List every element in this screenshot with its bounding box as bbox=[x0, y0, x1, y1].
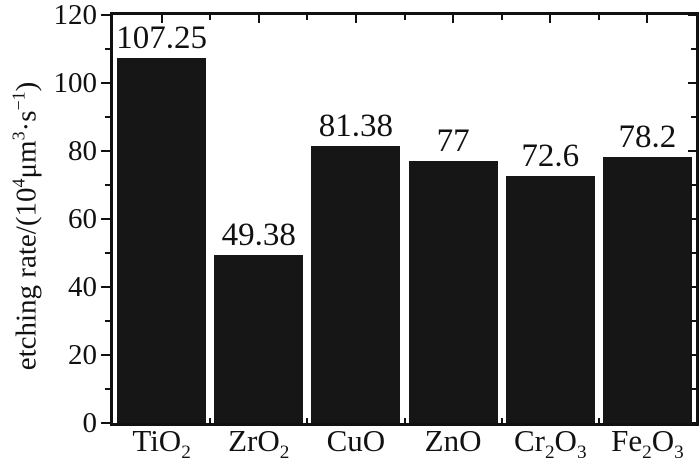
y-major-tick bbox=[101, 354, 110, 356]
top-major-tick bbox=[549, 15, 552, 23]
y-tick-label: 100 bbox=[53, 67, 98, 99]
y-tick-label: 60 bbox=[68, 203, 97, 235]
text-fragment: 4 bbox=[8, 178, 29, 188]
right-minor-tick bbox=[691, 252, 696, 254]
bar-value-label: 78.2 bbox=[618, 119, 677, 156]
x-category-label: ZnO bbox=[388, 423, 518, 458]
top-minor-tick bbox=[403, 15, 406, 20]
y-minor-tick bbox=[105, 48, 110, 50]
y-tick-label: 20 bbox=[68, 339, 97, 371]
y-major-tick bbox=[101, 286, 110, 288]
right-minor-tick bbox=[691, 48, 696, 50]
bar-value-label: 49.38 bbox=[221, 217, 296, 254]
bottom-minor-tick bbox=[306, 418, 309, 423]
right-minor-tick bbox=[691, 320, 696, 322]
text-fragment: CuO bbox=[326, 423, 386, 458]
text-fragment: 3 bbox=[674, 442, 684, 464]
right-major-tick bbox=[688, 82, 696, 84]
plot-area: 107.25 49.38 81.38 77 72.6 78.2 bbox=[110, 12, 699, 426]
y-minor-tick bbox=[105, 116, 110, 118]
y-minor-tick bbox=[105, 320, 110, 322]
x-category-label: Fe2O3 bbox=[582, 423, 700, 464]
bar-Fe2O3 bbox=[602, 157, 692, 423]
y-tick-label: 120 bbox=[53, 0, 98, 31]
top-minor-tick bbox=[500, 15, 503, 20]
top-major-tick bbox=[646, 15, 649, 23]
text-fragment: 2 bbox=[642, 442, 652, 464]
right-minor-tick bbox=[691, 388, 696, 390]
y-tick-label: 40 bbox=[68, 271, 97, 303]
y-major-tick bbox=[101, 150, 110, 152]
y-major-tick bbox=[101, 218, 110, 220]
right-major-tick bbox=[688, 286, 696, 288]
y-minor-tick bbox=[105, 388, 110, 390]
top-major-tick bbox=[452, 15, 455, 23]
right-major-tick bbox=[688, 354, 696, 356]
right-major-tick bbox=[688, 14, 696, 16]
y-minor-tick bbox=[105, 184, 110, 186]
bar-ZrO2 bbox=[214, 255, 304, 423]
text-fragment: 2 bbox=[544, 442, 555, 464]
y-major-tick bbox=[101, 82, 110, 84]
bar-Cr2O3 bbox=[505, 176, 595, 423]
top-major-tick bbox=[160, 15, 163, 23]
right-major-tick bbox=[688, 422, 696, 424]
text-fragment: Fe bbox=[611, 423, 643, 458]
top-minor-tick bbox=[306, 15, 309, 20]
bar-value-label: 77 bbox=[436, 123, 470, 160]
bar-CuO bbox=[311, 146, 401, 423]
text-fragment: 2 bbox=[181, 442, 191, 464]
bar-TiO2 bbox=[117, 58, 207, 423]
right-major-tick bbox=[688, 218, 696, 220]
bottom-minor-tick bbox=[403, 418, 406, 423]
top-major-tick bbox=[257, 15, 260, 23]
x-category-label: TiO2 bbox=[97, 423, 227, 464]
x-category-label: Cr2O3 bbox=[485, 423, 615, 464]
bottom-minor-tick bbox=[209, 418, 212, 423]
x-category-label: CuO bbox=[291, 423, 421, 458]
bar-value-label: 81.38 bbox=[318, 108, 394, 145]
text-fragment: ZnO bbox=[424, 423, 482, 458]
bottom-minor-tick bbox=[500, 418, 503, 423]
right-minor-tick bbox=[691, 184, 696, 186]
bottom-minor-tick bbox=[597, 418, 600, 423]
bar-ZnO bbox=[408, 161, 498, 423]
y-major-tick bbox=[101, 14, 110, 16]
x-category-label: ZrO2 bbox=[194, 423, 324, 464]
right-minor-tick bbox=[691, 116, 696, 118]
y-major-tick bbox=[101, 422, 110, 424]
top-major-tick bbox=[354, 15, 357, 23]
bar-value-label: 107.25 bbox=[116, 20, 207, 57]
y-minor-tick bbox=[105, 252, 110, 254]
text-fragment: O bbox=[651, 423, 675, 458]
text-fragment: ·s bbox=[10, 110, 43, 132]
text-fragment: 3 bbox=[576, 442, 587, 464]
text-fragment: O bbox=[554, 423, 577, 458]
text-fragment: Cr bbox=[513, 423, 545, 458]
text-fragment: 2 bbox=[279, 442, 290, 464]
y-tick-label: 80 bbox=[68, 135, 97, 167]
top-minor-tick bbox=[209, 15, 212, 20]
top-minor-tick bbox=[597, 15, 600, 20]
right-major-tick bbox=[688, 150, 696, 152]
text-fragment: TiO bbox=[132, 423, 182, 458]
y-tick-label: 0 bbox=[82, 407, 98, 439]
bar-value-label: 72.6 bbox=[521, 138, 580, 175]
text-fragment: ZrO bbox=[228, 423, 280, 458]
